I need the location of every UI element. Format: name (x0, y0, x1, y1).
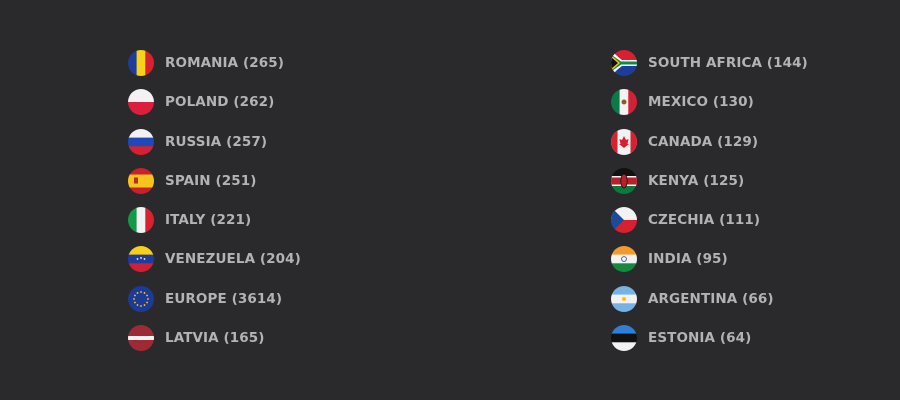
country-item-kenya: KENYA (125) (611, 167, 808, 194)
argentina-flag-icon (611, 285, 637, 312)
country-label: KENYA (125) (648, 172, 745, 189)
country-item-mexico: MEXICO (130) (611, 89, 808, 116)
country-item-russia: RUSSIA (257) (128, 128, 301, 155)
country-label: POLAND (262) (165, 94, 275, 111)
country-label: SPAIN (251) (165, 172, 257, 189)
country-label: RUSSIA (257) (165, 133, 268, 150)
country-label: ITALY (221) (165, 212, 252, 229)
country-label: ARGENTINA (66) (648, 290, 774, 307)
country-item-south-africa: SOUTH AFRICA (144) (611, 50, 808, 76)
country-item-india: INDIA (95) (611, 246, 808, 273)
country-item-venezuela: VENEZUELA (204) (128, 246, 301, 273)
country-label: VENEZUELA (204) (165, 251, 301, 268)
europe-flag-icon (128, 285, 154, 312)
kenya-flag-icon (611, 167, 637, 194)
country-item-estonia: ESTONIA (64) (611, 325, 808, 352)
country-item-argentina: ARGENTINA (66) (611, 285, 808, 312)
mexico-flag-icon (611, 89, 637, 116)
country-label: ESTONIA (64) (648, 330, 752, 347)
country-item-europe: EUROPE (3614) (128, 285, 301, 312)
country-item-czechia: CZECHIA (111) (611, 207, 808, 234)
czechia-flag-icon (611, 207, 637, 234)
russia-flag-icon (128, 128, 154, 155)
poland-flag-icon (128, 89, 154, 116)
country-label: SOUTH AFRICA (144) (648, 55, 808, 71)
italy-flag-icon (128, 207, 154, 234)
romania-flag-icon (128, 50, 154, 76)
venezuela-flag-icon (128, 246, 154, 273)
country-item-spain: SPAIN (251) (128, 167, 301, 194)
country-label: INDIA (95) (648, 251, 728, 268)
country-label: MEXICO (130) (648, 94, 754, 111)
south-africa-flag-icon (611, 50, 637, 76)
india-flag-icon (611, 246, 637, 273)
latvia-flag-icon (128, 325, 154, 352)
country-label: CANADA (129) (648, 133, 759, 150)
country-label: ROMANIA (265) (165, 55, 285, 71)
country-label: CZECHIA (111) (648, 212, 761, 229)
canada-flag-icon (611, 128, 637, 155)
country-item-italy: ITALY (221) (128, 207, 301, 234)
country-item-poland: POLAND (262) (128, 89, 301, 116)
country-list-right: SOUTH AFRICA (144) MEXICO (130) CANADA (12… (611, 50, 808, 364)
country-label: EUROPE (3614) (165, 290, 283, 307)
country-item-canada: CANADA (129) (611, 128, 808, 155)
estonia-flag-icon (611, 325, 637, 352)
country-list-left: ROMANIA (265) POLAND (262) RUSSIA (257) SPA… (128, 50, 301, 364)
country-item-romania: ROMANIA (265) (128, 50, 301, 76)
country-label: LATVIA (165) (165, 330, 265, 347)
country-item-latvia: LATVIA (165) (128, 325, 301, 352)
spain-flag-icon (128, 167, 154, 194)
